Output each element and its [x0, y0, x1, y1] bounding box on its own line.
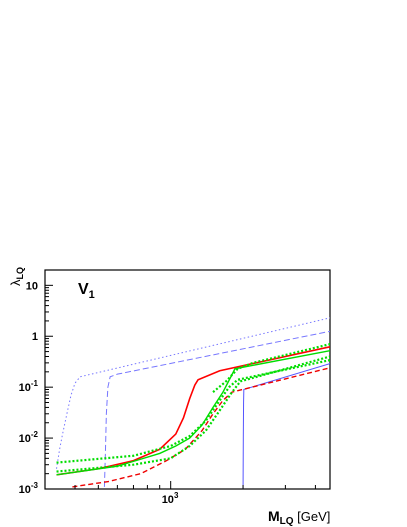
y-axis-label: λLQ [8, 267, 25, 286]
y-tick-label-5: 10-3 [19, 481, 39, 496]
series-line-3 [242, 363, 330, 489]
panel-label-main: V [78, 281, 89, 298]
y-tick-label-1: 10 [26, 280, 38, 292]
series-line-5 [72, 367, 330, 488]
panel-label-sub: 1 [89, 289, 95, 301]
panel-label: V1 [78, 281, 95, 301]
series-line-1 [56, 317, 330, 469]
ticks-layer: 10 1 10-1 10-2 10-3 103 [19, 269, 316, 506]
y-tick-label-3: 10-1 [19, 379, 39, 394]
x-tick-label-1: 103 [162, 491, 179, 506]
series-layer [56, 317, 330, 489]
series-line-6 [56, 350, 330, 476]
series-line-2 [103, 330, 330, 487]
x-axis-label-unit: [GeV] [294, 509, 331, 524]
y-axis-label-sub: LQ [15, 267, 25, 280]
y-axis-label-main: λ [8, 279, 23, 286]
series-line-4 [56, 346, 330, 476]
x-axis-label-main: M [268, 508, 280, 524]
x-axis-label-sub: LQ [280, 516, 294, 527]
series-line-9 [212, 343, 330, 393]
y-tick-label-2: 1 [32, 331, 38, 343]
y-tick-label-4: 10-2 [19, 430, 39, 445]
plot-frame [44, 269, 331, 490]
x-axis-label: MLQ [GeV] [268, 508, 330, 527]
series-line-8 [56, 355, 330, 473]
